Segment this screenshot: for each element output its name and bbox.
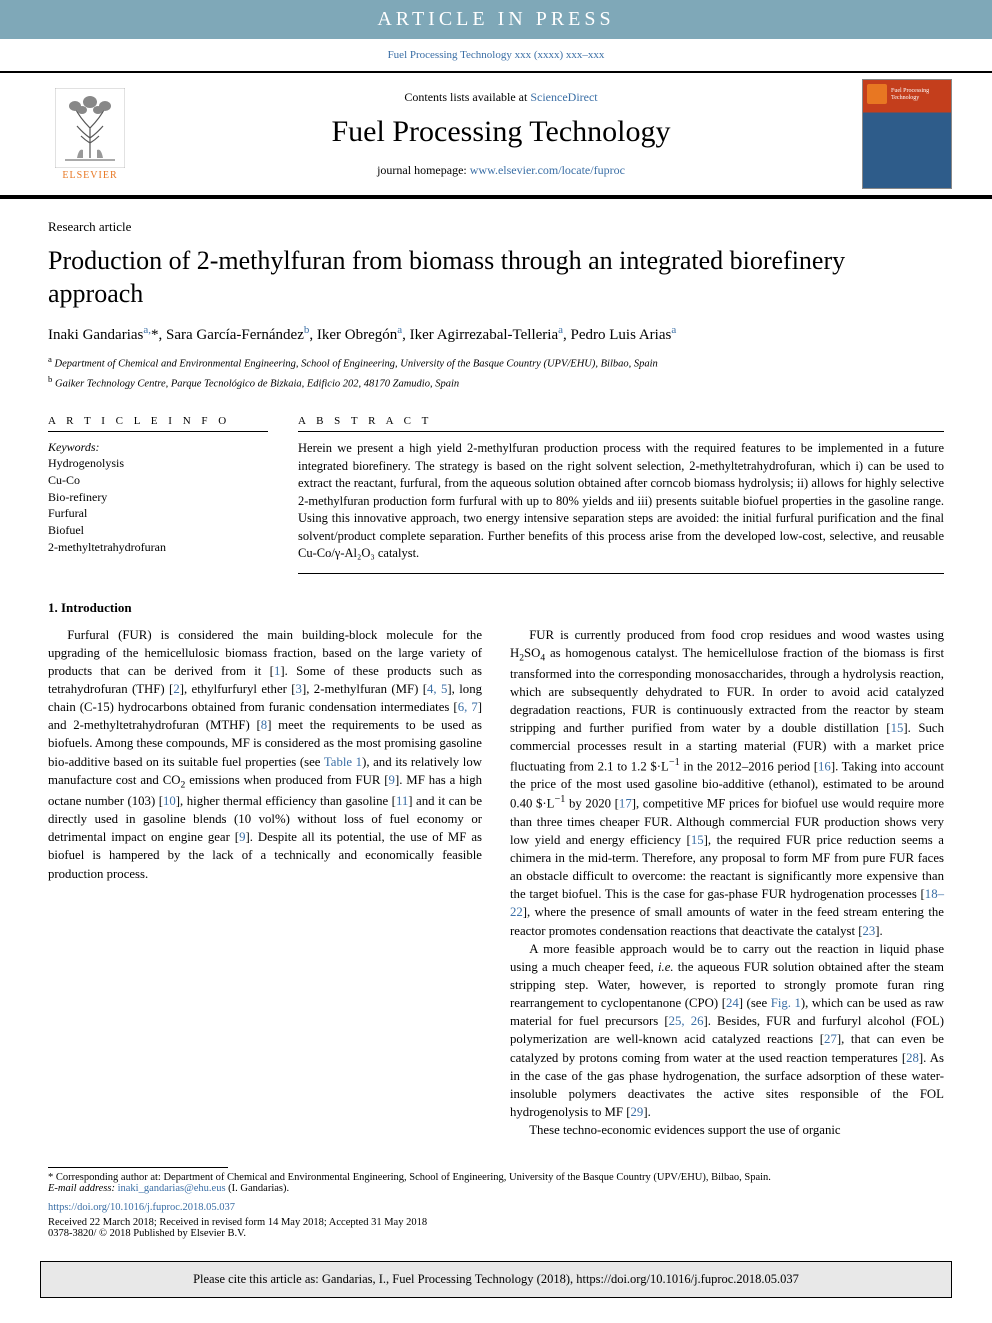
article-info-block: A R T I C L E I N F O Keywords: Hydrogen… bbox=[48, 415, 268, 574]
masthead-center: Contents lists available at ScienceDirec… bbox=[140, 90, 862, 178]
email-suffix: (I. Gandarias). bbox=[226, 1183, 290, 1194]
journal-ref-link[interactable]: Fuel Processing Technology xxx (xxxx) xx… bbox=[388, 49, 605, 61]
body-paragraph: FUR is currently produced from food crop… bbox=[510, 626, 944, 940]
info-and-abstract-row: A R T I C L E I N F O Keywords: Hydrogen… bbox=[48, 415, 944, 574]
masthead: ELSEVIER Contents lists available at Sci… bbox=[0, 71, 992, 199]
cover-thumbnail-label: Fuel Processing Technology bbox=[891, 88, 951, 101]
article-type: Research article bbox=[48, 219, 944, 235]
author-list: Inaki Gandariasa,*, Sara García-Fernánde… bbox=[48, 324, 944, 344]
received-dates: Received 22 March 2018; Received in revi… bbox=[0, 1217, 992, 1228]
copyright-line: 0378-3820/ © 2018 Published by Elsevier … bbox=[0, 1228, 992, 1253]
article-in-press-banner: ARTICLE IN PRESS bbox=[0, 0, 992, 39]
elsevier-tree-icon bbox=[55, 88, 125, 168]
email-label: E-mail address: bbox=[48, 1183, 118, 1194]
abstract-block: A B S T R A C T Herein we present a high… bbox=[298, 415, 944, 574]
doi-block: https://doi.org/10.1016/j.fuproc.2018.05… bbox=[0, 1194, 992, 1217]
elsevier-logo[interactable]: ELSEVIER bbox=[40, 79, 140, 189]
doi-link[interactable]: https://doi.org/10.1016/j.fuproc.2018.05… bbox=[48, 1202, 235, 1213]
please-cite-box: Please cite this article as: Gandarias, … bbox=[40, 1261, 952, 1298]
body-paragraph: A more feasible approach would be to car… bbox=[510, 940, 944, 1122]
journal-reference-line: Fuel Processing Technology xxx (xxxx) xx… bbox=[0, 39, 992, 71]
homepage-prefix: journal homepage: bbox=[377, 163, 470, 177]
introduction-heading: 1. Introduction bbox=[48, 600, 944, 616]
body-paragraph: Furfural (FUR) is considered the main bu… bbox=[48, 626, 482, 883]
affiliation: a Department of Chemical and Environment… bbox=[48, 354, 944, 370]
sciencedirect-link[interactable]: ScienceDirect bbox=[530, 90, 597, 104]
article-title: Production of 2-methylfuran from biomass… bbox=[48, 245, 944, 310]
keywords-list: HydrogenolysisCu-CoBio-refineryFurfuralB… bbox=[48, 455, 268, 556]
body-paragraph: These techno-economic evidences support … bbox=[510, 1121, 944, 1139]
corresponding-email-link[interactable]: inaki_gandarias@ehu.eus bbox=[118, 1183, 226, 1194]
keywords-label: Keywords: bbox=[48, 440, 268, 455]
affiliation: b Gaiker Technology Centre, Parque Tecno… bbox=[48, 374, 944, 390]
journal-name-heading: Fuel Processing Technology bbox=[140, 115, 862, 149]
abstract-text: Herein we present a high yield 2-methylf… bbox=[298, 440, 944, 574]
journal-homepage-line: journal homepage: www.elsevier.com/locat… bbox=[140, 163, 862, 178]
corresponding-author-footnote: * Corresponding author at: Department of… bbox=[0, 1168, 992, 1194]
elsevier-wordmark: ELSEVIER bbox=[62, 170, 117, 181]
contents-available-line: Contents lists available at ScienceDirec… bbox=[140, 90, 862, 105]
abstract-heading: A B S T R A C T bbox=[298, 415, 944, 432]
homepage-link[interactable]: www.elsevier.com/locate/fuproc bbox=[470, 163, 625, 177]
corresponding-text: * Corresponding author at: Department of… bbox=[48, 1172, 771, 1183]
body-columns: Furfural (FUR) is considered the main bu… bbox=[48, 626, 944, 1140]
article-info-heading: A R T I C L E I N F O bbox=[48, 415, 268, 432]
article-content: Research article Production of 2-methylf… bbox=[0, 199, 992, 1149]
contents-prefix: Contents lists available at bbox=[404, 90, 530, 104]
journal-cover-thumbnail[interactable]: Fuel Processing Technology bbox=[862, 79, 952, 189]
